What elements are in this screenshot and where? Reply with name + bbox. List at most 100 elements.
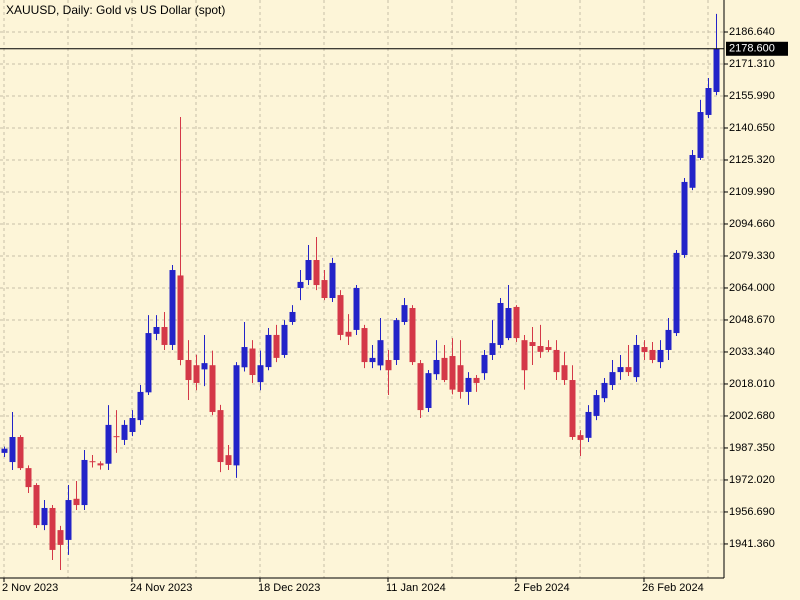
candles	[1, 13, 720, 570]
candle-body	[449, 356, 456, 390]
candle-body	[185, 359, 192, 381]
candle-body	[529, 342, 536, 347]
candle-body	[577, 435, 584, 440]
candle-body	[73, 498, 80, 506]
candle-body	[193, 365, 200, 383]
candle-body	[689, 155, 696, 188]
candle-body	[417, 363, 424, 411]
candle-body	[145, 333, 152, 393]
candle-body	[65, 500, 72, 540]
candle-body	[377, 340, 384, 366]
candle-body	[201, 363, 208, 370]
candle-body	[49, 507, 56, 550]
candle-body	[537, 346, 544, 352]
candle-body	[361, 328, 368, 363]
y-tick-label: 1987.350	[729, 442, 775, 454]
y-tick-label: 1972.020	[729, 474, 775, 486]
candle-body	[553, 349, 560, 373]
candle-body	[249, 348, 256, 376]
x-tick-label: 26 Feb 2024	[642, 582, 704, 594]
y-tick-label: 2048.670	[729, 314, 775, 326]
candle-body	[473, 377, 480, 383]
candle-body	[617, 367, 624, 373]
candle-body	[401, 305, 408, 322]
candle-body	[1, 448, 8, 453]
candle-body	[313, 260, 320, 286]
candle-body	[281, 324, 288, 355]
candle-body	[17, 437, 24, 469]
candle-body	[305, 260, 312, 281]
candle-body	[713, 48, 720, 92]
y-tick-label: 2140.650	[729, 122, 775, 134]
candle-body	[601, 382, 608, 399]
candle-body	[521, 340, 528, 371]
candle-body	[633, 344, 640, 378]
candle-body	[353, 287, 360, 330]
y-tick-label: 2064.000	[729, 282, 775, 294]
candle-body	[265, 334, 272, 368]
candle-body	[505, 308, 512, 339]
last-price-label: 2178.600	[729, 43, 775, 55]
candle-body	[217, 410, 224, 463]
x-tick-label: 2 Feb 2024	[514, 582, 570, 594]
candle-body	[89, 461, 96, 463]
y-tick-label: 2125.320	[729, 154, 775, 166]
x-tick-label: 11 Jan 2024	[386, 582, 446, 594]
candle-body	[161, 327, 168, 345]
candle-body	[321, 280, 328, 298]
y-tick-label: 2171.310	[729, 58, 775, 70]
candle-body	[137, 391, 144, 421]
candle-body	[121, 424, 128, 440]
candle-body	[673, 252, 680, 334]
candle-body	[57, 530, 64, 545]
candle-body	[129, 418, 136, 432]
candle-body	[81, 459, 88, 506]
candle-body	[297, 281, 304, 288]
candle-body	[641, 347, 648, 353]
candle-body	[105, 424, 112, 464]
y-tick-label: 1956.690	[729, 506, 775, 518]
candle-body	[233, 365, 240, 466]
candle-body	[241, 347, 248, 368]
candle-body	[393, 320, 400, 360]
candle-body	[289, 311, 296, 322]
candle-body	[113, 436, 120, 438]
candle-body	[257, 365, 264, 383]
y-tick-label: 2155.990	[729, 90, 775, 102]
last-price-box	[726, 41, 788, 56]
candle-body	[649, 349, 656, 360]
candle-body	[561, 365, 568, 381]
candle-body	[497, 303, 504, 345]
candle-body	[425, 373, 432, 408]
candle-body	[169, 270, 176, 345]
candle-body	[569, 380, 576, 438]
candle-body	[153, 327, 160, 334]
candle-body	[9, 437, 16, 463]
candle-body	[273, 334, 280, 358]
candle-body	[481, 354, 488, 374]
y-tick-label: 2079.330	[729, 250, 775, 262]
x-tick-label: 18 Dec 2023	[258, 582, 320, 594]
candle-body	[441, 357, 448, 381]
candle-body	[513, 306, 520, 339]
chart-title: XAUUSD, Daily: Gold vs US Dollar (spot)	[6, 3, 225, 17]
candle-body	[697, 112, 704, 158]
y-tick-label: 2186.640	[729, 26, 775, 38]
y-tick-label: 1941.360	[729, 538, 775, 550]
y-tick-label: 2002.680	[729, 410, 775, 422]
x-tick-label: 2 Nov 2023	[2, 582, 58, 594]
y-tick-label: 2109.990	[729, 186, 775, 198]
candle-body	[409, 308, 416, 363]
candle-body	[329, 262, 336, 298]
grid	[0, 0, 724, 578]
candle-body	[585, 411, 592, 438]
candle-body	[545, 347, 552, 350]
candle-body	[465, 377, 472, 392]
candle-body	[345, 331, 352, 337]
candle-body	[625, 367, 632, 373]
y-tick-label: 2033.340	[729, 346, 775, 358]
candle-body	[609, 372, 616, 386]
candle-body	[593, 395, 600, 416]
